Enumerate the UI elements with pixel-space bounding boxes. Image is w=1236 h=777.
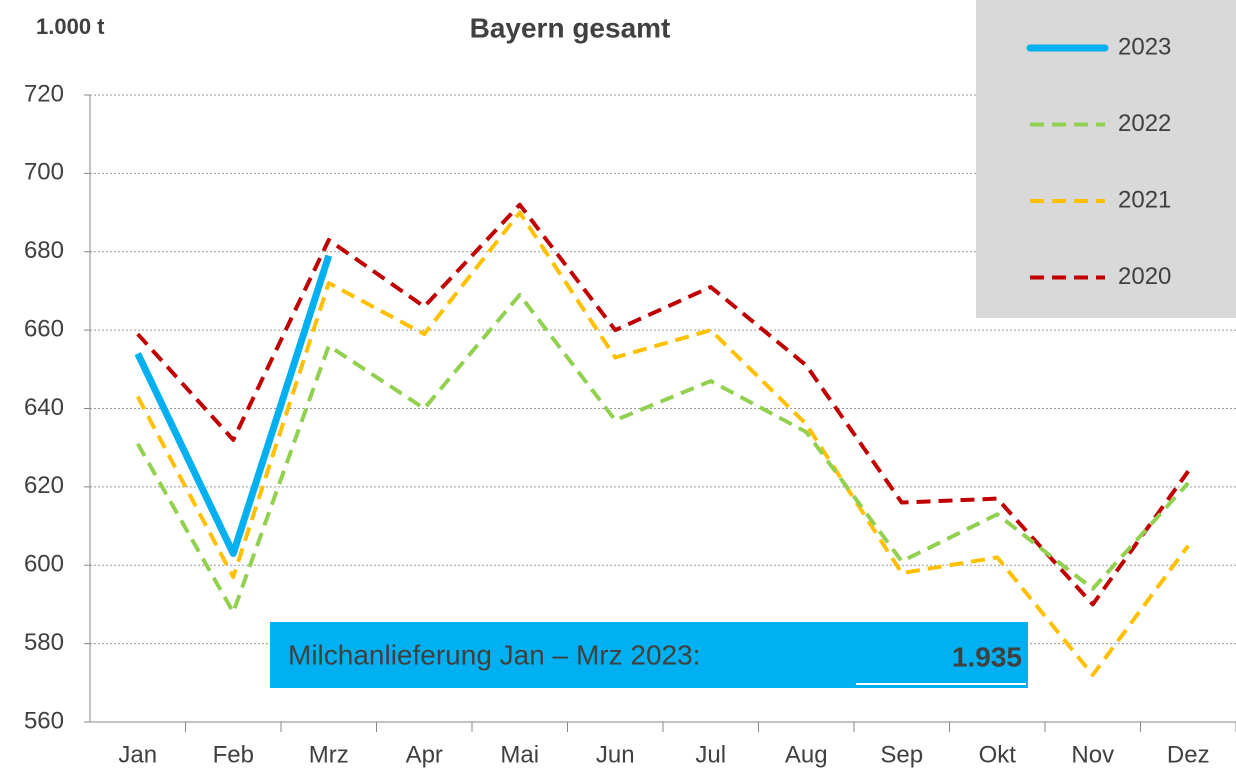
x-tick-label: Feb — [213, 741, 254, 768]
annotation-value-box — [856, 628, 1026, 684]
y-tick-label: 720 — [24, 80, 64, 107]
chart-title: Bayern gesamt — [470, 12, 671, 43]
y-axis-unit: 1.000 t — [36, 14, 105, 39]
line-series — [135, 210, 1190, 677]
x-tick-label: Apr — [406, 741, 443, 768]
y-tick-label: 600 — [24, 551, 64, 578]
x-tick-label: Aug — [785, 741, 828, 768]
x-tick-label: Jan — [118, 741, 157, 768]
line-series — [136, 292, 1190, 615]
y-tick-label: 680 — [24, 237, 64, 264]
x-tick-label: Sep — [880, 741, 923, 768]
legend-label: 2023 — [1118, 33, 1171, 60]
x-tick-label: Jun — [596, 741, 635, 768]
y-tick-label: 560 — [24, 707, 64, 734]
x-tick-label: Mrz — [309, 741, 349, 768]
legend-box — [976, 0, 1236, 318]
legend-label: 2021 — [1118, 186, 1171, 213]
line-series — [134, 254, 333, 557]
legend-label: 2022 — [1118, 110, 1171, 137]
y-tick-label: 700 — [24, 159, 64, 186]
annotation-text: Milchanlieferung Jan – Mrz 2023: — [288, 639, 700, 670]
y-tick-label: 640 — [24, 394, 64, 421]
x-tick-label: Jul — [695, 741, 726, 768]
x-tick-label: Nov — [1071, 741, 1114, 768]
x-tick-label: Dez — [1167, 741, 1210, 768]
x-tick-label: Mai — [500, 741, 539, 768]
x-tick-label: Okt — [979, 741, 1017, 768]
y-tick-label: 620 — [24, 472, 64, 499]
y-tick-label: 660 — [24, 315, 64, 342]
y-tick-label: 580 — [24, 629, 64, 656]
legend-label: 2020 — [1118, 263, 1171, 290]
annotation-value: 1.935 — [952, 641, 1022, 672]
